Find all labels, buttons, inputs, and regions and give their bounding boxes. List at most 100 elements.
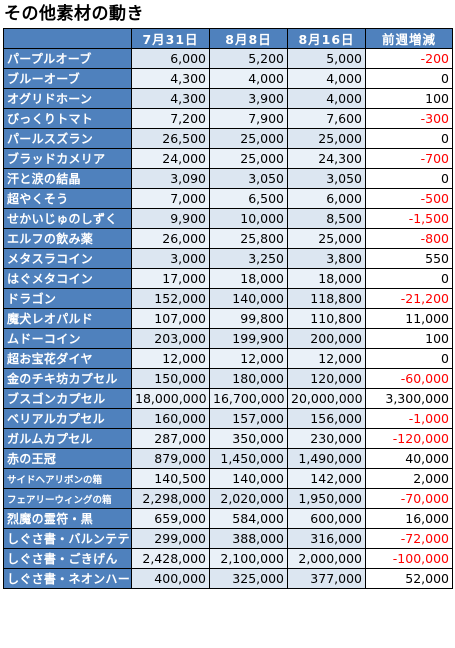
price-aug16-cell: 25,000	[287, 128, 366, 149]
price-aug16-cell: 377,000	[287, 568, 366, 589]
item-name-cell: メタスラコイン	[3, 248, 132, 269]
price-aug16-cell: 3,800	[287, 248, 366, 269]
price-jul31-cell: 18,000,000	[131, 388, 210, 409]
price-aug8-cell: 325,000	[209, 568, 288, 589]
weekly-change-cell: 0	[365, 68, 453, 89]
table-row: パープルオーブ 6,000 5,200 5,000 -200	[3, 48, 453, 69]
price-aug16-cell: 120,000	[287, 368, 366, 389]
header-date-3: 8月16日	[287, 28, 366, 49]
price-aug8-cell: 388,000	[209, 528, 288, 549]
price-table: 7月31日 8月8日 8月16日 前週増減 パープルオーブ 6,000 5,200 5…	[3, 28, 453, 589]
price-aug16-cell: 3,050	[287, 168, 366, 189]
weekly-change-cell: 550	[365, 248, 453, 269]
table-row: ムドーコイン 203,000 199,900 200,000 100	[3, 328, 453, 349]
weekly-change-cell: 100	[365, 328, 453, 349]
price-jul31-cell: 4,300	[131, 68, 210, 89]
price-aug8-cell: 199,900	[209, 328, 288, 349]
item-name-cell: ブスゴンカプセル	[3, 388, 132, 409]
price-aug8-cell: 584,000	[209, 508, 288, 529]
page-title: その他素材の動き	[4, 4, 144, 24]
price-jul31-cell: 2,298,000	[131, 488, 210, 509]
weekly-change-cell: 0	[365, 128, 453, 149]
item-name-cell: サイドヘアリボンの箱	[3, 468, 132, 489]
table-row: 魔犬レオパルド 107,000 99,800 110,800 11,000	[3, 308, 453, 329]
price-aug8-cell: 10,000	[209, 208, 288, 229]
header-item-name	[3, 28, 132, 49]
weekly-change-cell: -100,000	[365, 548, 453, 569]
weekly-change-cell: -60,000	[365, 368, 453, 389]
item-name-cell: びっくりトマト	[3, 108, 132, 129]
item-name-cell: ベリアルカプセル	[3, 408, 132, 429]
price-aug8-cell: 25,000	[209, 148, 288, 169]
price-aug8-cell: 6,500	[209, 188, 288, 209]
item-name-cell: ドラゴン	[3, 288, 132, 309]
price-jul31-cell: 7,000	[131, 188, 210, 209]
table-row: 赤の王冠 879,000 1,450,000 1,490,000 40,000	[3, 448, 453, 469]
weekly-change-cell: 52,000	[365, 568, 453, 589]
weekly-change-cell: 3,300,000	[365, 388, 453, 409]
weekly-change-cell: 0	[365, 168, 453, 189]
table-row: オグリドホーン 4,300 3,900 4,000 100	[3, 88, 453, 109]
table-row: ドラゴン 152,000 140,000 118,800 -21,200	[3, 288, 453, 309]
item-name-cell: 超やくそう	[3, 188, 132, 209]
item-name-cell: パープルオーブ	[3, 48, 132, 69]
item-name-cell: しぐさ書・ごきげん	[3, 548, 132, 569]
table-row: しぐさ書・バルンテテ 299,000 388,000 316,000 -72,000	[3, 528, 453, 549]
price-aug8-cell: 25,800	[209, 228, 288, 249]
price-jul31-cell: 659,000	[131, 508, 210, 529]
table-row: ガルムカプセル 287,000 350,000 230,000 -120,000	[3, 428, 453, 449]
table-row: ブラッドカメリア 24,000 25,000 24,300 -700	[3, 148, 453, 169]
header-date-2: 8月8日	[209, 28, 288, 49]
price-aug16-cell: 18,000	[287, 268, 366, 289]
price-jul31-cell: 12,000	[131, 348, 210, 369]
price-jul31-cell: 150,000	[131, 368, 210, 389]
item-name-cell: しぐさ書・ネオンハート	[3, 568, 132, 589]
weekly-change-cell: -72,000	[365, 528, 453, 549]
price-aug8-cell: 157,000	[209, 408, 288, 429]
header-weekly-change: 前週増減	[365, 28, 453, 49]
item-name-cell: しぐさ書・バルンテテ	[3, 528, 132, 549]
price-aug8-cell: 99,800	[209, 308, 288, 329]
item-name-cell: はぐメタコイン	[3, 268, 132, 289]
price-jul31-cell: 879,000	[131, 448, 210, 469]
price-aug8-cell: 4,000	[209, 68, 288, 89]
price-aug8-cell: 12,000	[209, 348, 288, 369]
table-row: 金のチキ坊カプセル 150,000 180,000 120,000 -60,000	[3, 368, 453, 389]
price-aug8-cell: 3,250	[209, 248, 288, 269]
price-aug8-cell: 25,000	[209, 128, 288, 149]
table-row: しぐさ書・ごきげん 2,428,000 2,100,000 2,000,000 -100…	[3, 548, 453, 569]
header-date-1: 7月31日	[131, 28, 210, 49]
price-jul31-cell: 140,500	[131, 468, 210, 489]
weekly-change-cell: -1,500	[365, 208, 453, 229]
price-jul31-cell: 2,428,000	[131, 548, 210, 569]
price-aug16-cell: 142,000	[287, 468, 366, 489]
price-aug16-cell: 600,000	[287, 508, 366, 529]
item-name-cell: ブラッドカメリア	[3, 148, 132, 169]
weekly-change-cell: -200	[365, 48, 453, 69]
item-name-cell: 赤の王冠	[3, 448, 132, 469]
price-aug8-cell: 140,000	[209, 288, 288, 309]
table-row: フェアリーウィングの箱 2,298,000 2,020,000 1,950,000 -7…	[3, 488, 453, 509]
weekly-change-cell: 16,000	[365, 508, 453, 529]
price-jul31-cell: 24,000	[131, 148, 210, 169]
price-aug8-cell: 16,700,000	[209, 388, 288, 409]
price-aug16-cell: 24,300	[287, 148, 366, 169]
weekly-change-cell: 100	[365, 88, 453, 109]
weekly-change-cell: 2,000	[365, 468, 453, 489]
price-aug8-cell: 3,900	[209, 88, 288, 109]
price-aug8-cell: 140,000	[209, 468, 288, 489]
item-name-cell: オグリドホーン	[3, 88, 132, 109]
table-row: ブスゴンカプセル 18,000,000 16,700,000 20,000,000 3,…	[3, 388, 453, 409]
table-row: サイドヘアリボンの箱 140,500 140,000 142,000 2,000	[3, 468, 453, 489]
price-jul31-cell: 160,000	[131, 408, 210, 429]
item-name-cell: フェアリーウィングの箱	[3, 488, 132, 509]
table-row: 汗と涙の結晶 3,090 3,050 3,050 0	[3, 168, 453, 189]
weekly-change-cell: -1,000	[365, 408, 453, 429]
table-row: 超お宝花ダイヤ 12,000 12,000 12,000 0	[3, 348, 453, 369]
price-jul31-cell: 4,300	[131, 88, 210, 109]
item-name-cell: 超お宝花ダイヤ	[3, 348, 132, 369]
header-row: 7月31日 8月8日 8月16日 前週増減	[3, 28, 453, 49]
price-aug16-cell: 20,000,000	[287, 388, 366, 409]
price-jul31-cell: 3,090	[131, 168, 210, 189]
price-aug16-cell: 4,000	[287, 88, 366, 109]
